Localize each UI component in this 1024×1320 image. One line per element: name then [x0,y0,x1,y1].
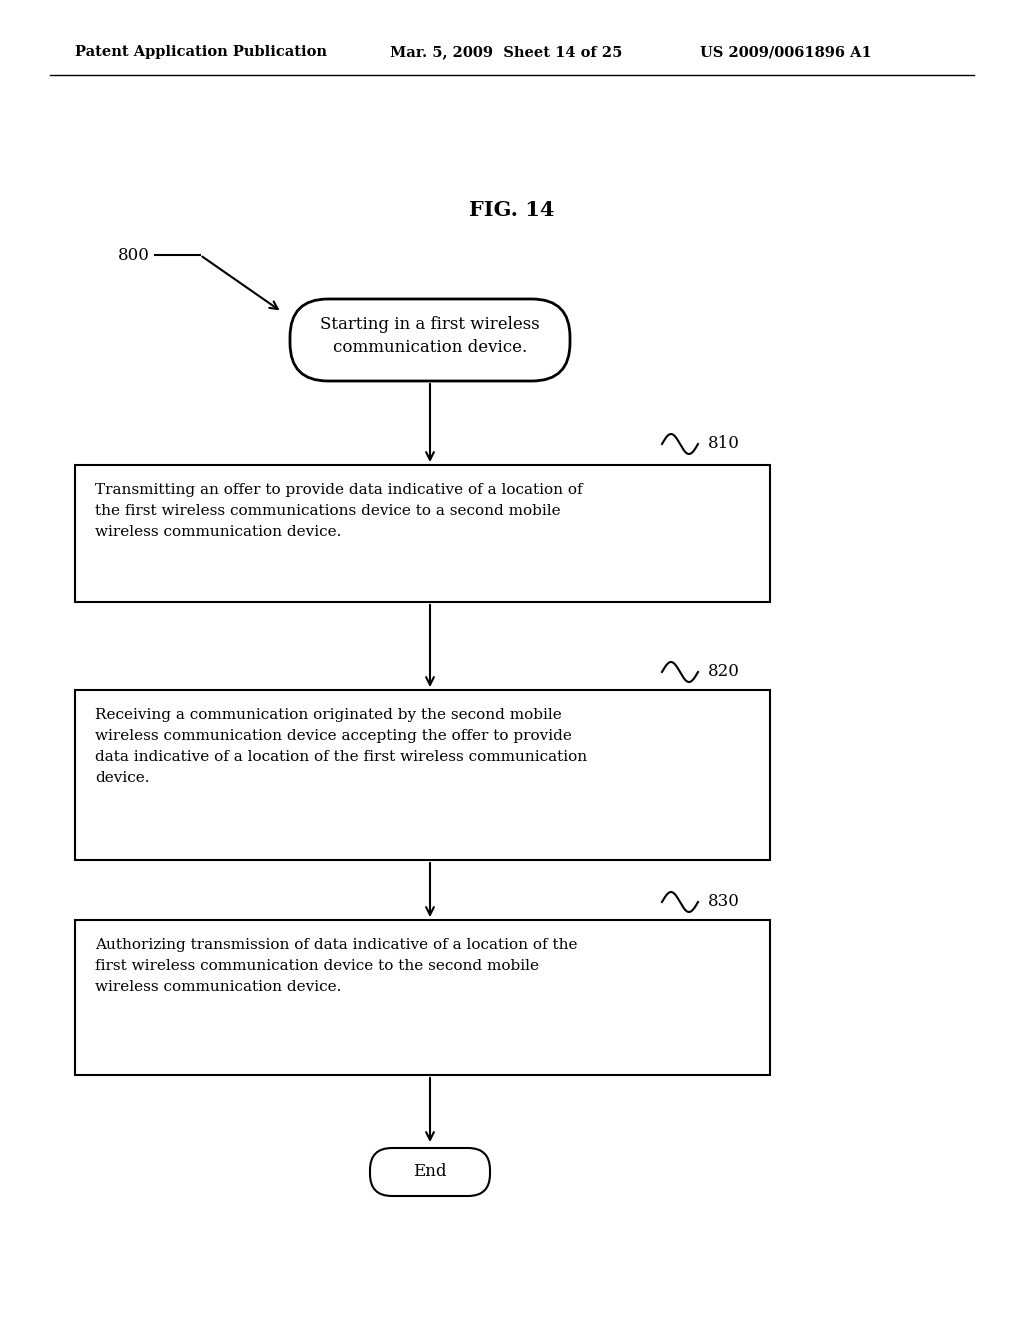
Text: Patent Application Publication: Patent Application Publication [75,45,327,59]
Text: Transmitting an offer to provide data indicative of a location of
the first wire: Transmitting an offer to provide data in… [95,483,583,540]
Bar [75,920,770,1074]
Text: US 2009/0061896 A1: US 2009/0061896 A1 [700,45,871,59]
Text: 800: 800 [118,247,150,264]
Text: Authorizing transmission of data indicative of a location of the
first wireless : Authorizing transmission of data indicat… [95,939,578,994]
Text: 810: 810 [708,436,740,453]
FancyBboxPatch shape [290,300,570,381]
Bar [75,465,770,602]
Text: End: End [414,1163,446,1180]
Text: 820: 820 [708,664,740,681]
Text: Receiving a communication originated by the second mobile
wireless communication: Receiving a communication originated by … [95,708,587,785]
FancyBboxPatch shape [370,1148,490,1196]
Text: 830: 830 [708,894,740,911]
Text: FIG. 14: FIG. 14 [469,201,555,220]
Text: Mar. 5, 2009  Sheet 14 of 25: Mar. 5, 2009 Sheet 14 of 25 [390,45,623,59]
Text: Starting in a first wireless
communication device.: Starting in a first wireless communicati… [321,315,540,356]
Bar [75,690,770,861]
